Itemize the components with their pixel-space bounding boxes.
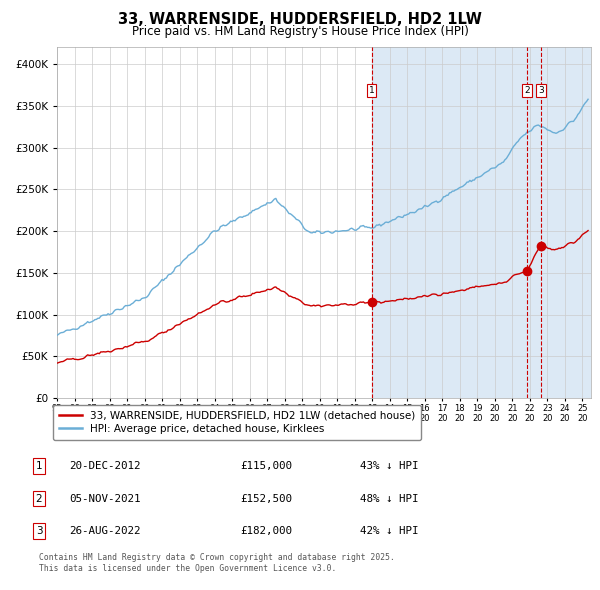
Text: 20-DEC-2012: 20-DEC-2012 [69, 461, 140, 471]
Text: 26-AUG-2022: 26-AUG-2022 [69, 526, 140, 536]
Text: 48% ↓ HPI: 48% ↓ HPI [360, 494, 419, 503]
Text: 2: 2 [35, 494, 43, 503]
Text: This data is licensed under the Open Government Licence v3.0.: This data is licensed under the Open Gov… [39, 565, 337, 573]
Text: £152,500: £152,500 [240, 494, 292, 503]
Text: 2: 2 [524, 86, 530, 95]
Text: £115,000: £115,000 [240, 461, 292, 471]
Text: 3: 3 [35, 526, 43, 536]
Text: Contains HM Land Registry data © Crown copyright and database right 2025.: Contains HM Land Registry data © Crown c… [39, 553, 395, 562]
Text: 1: 1 [369, 86, 374, 95]
Text: 3: 3 [538, 86, 544, 95]
Text: 1: 1 [35, 461, 43, 471]
Text: 33, WARRENSIDE, HUDDERSFIELD, HD2 1LW: 33, WARRENSIDE, HUDDERSFIELD, HD2 1LW [118, 12, 482, 27]
Text: 43% ↓ HPI: 43% ↓ HPI [360, 461, 419, 471]
Legend: 33, WARRENSIDE, HUDDERSFIELD, HD2 1LW (detached house), HPI: Average price, deta: 33, WARRENSIDE, HUDDERSFIELD, HD2 1LW (d… [53, 405, 421, 440]
Text: Price paid vs. HM Land Registry's House Price Index (HPI): Price paid vs. HM Land Registry's House … [131, 25, 469, 38]
Bar [371, 47, 591, 398]
Text: 05-NOV-2021: 05-NOV-2021 [69, 494, 140, 503]
Text: £182,000: £182,000 [240, 526, 292, 536]
Text: 42% ↓ HPI: 42% ↓ HPI [360, 526, 419, 536]
